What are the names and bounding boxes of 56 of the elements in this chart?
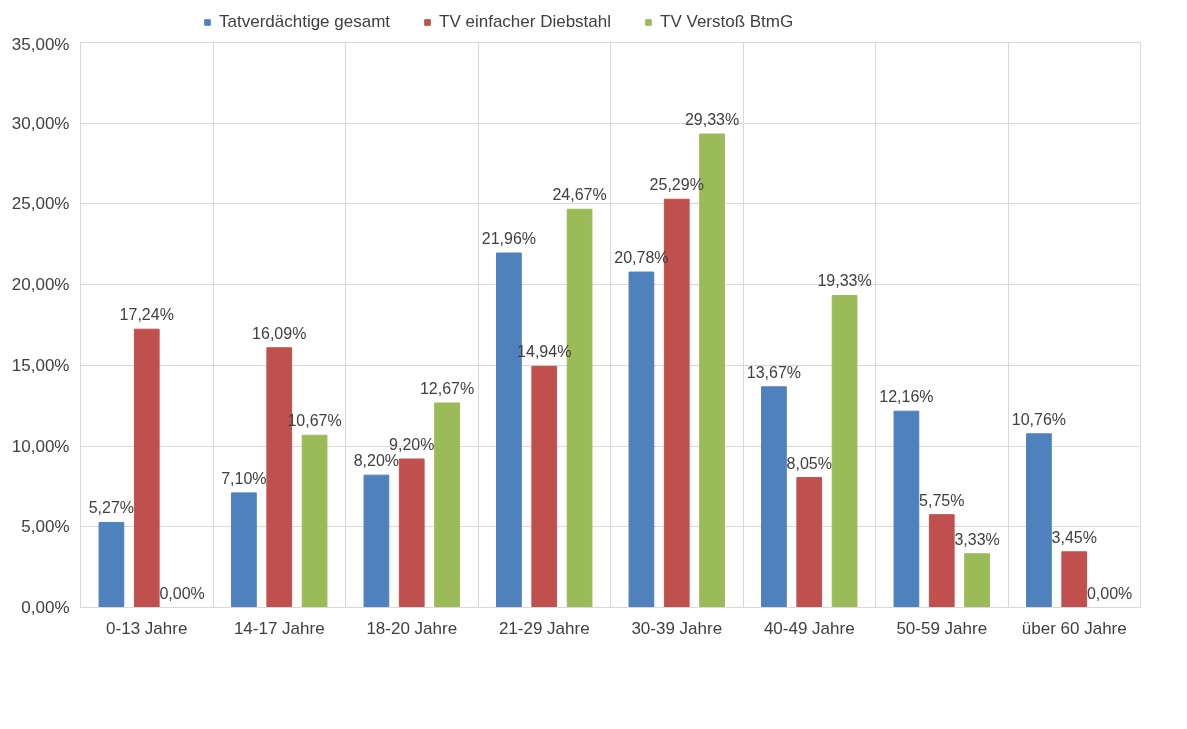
bar xyxy=(398,458,425,608)
bar xyxy=(231,492,257,608)
bar xyxy=(796,477,823,608)
data-label: 5,75% xyxy=(919,491,965,509)
data-label: 17,24% xyxy=(119,306,174,324)
y-tick-label: 20,00% xyxy=(11,275,70,295)
x-tick-label: über 60 Jahre xyxy=(1021,618,1127,638)
data-label: 21,96% xyxy=(481,230,537,247)
y-tick-label: 25,00% xyxy=(11,194,70,214)
y-tick-label: 35,00% xyxy=(11,34,70,54)
bar xyxy=(761,386,787,608)
data-label: 10,76% xyxy=(1011,410,1067,428)
data-label: 9,20% xyxy=(389,435,435,453)
data-label: 3,45% xyxy=(1051,528,1097,546)
bar xyxy=(363,474,390,608)
data-label: 24,67% xyxy=(552,186,607,204)
y-tick-label: 10,00% xyxy=(11,436,70,456)
bar xyxy=(928,514,955,608)
data-label: 7,10% xyxy=(221,469,267,487)
bar xyxy=(133,328,160,608)
bar xyxy=(831,294,858,608)
data-label: 12,16% xyxy=(879,388,934,406)
y-tick-label: 0,00% xyxy=(21,598,70,617)
data-label: 13,67% xyxy=(746,363,802,381)
bar xyxy=(531,365,558,608)
legend-label: TV Verstoß BtmG xyxy=(660,12,794,32)
y-tick-label: 5,00% xyxy=(21,517,70,537)
bar xyxy=(964,553,990,608)
data-label: 16,09% xyxy=(252,324,307,342)
y-tick-label: 15,00% xyxy=(11,355,70,375)
data-label: 5,27% xyxy=(88,499,135,517)
data-label: 29,33% xyxy=(684,111,740,129)
x-tick-label: 0-13 Jahre xyxy=(106,618,188,638)
bar xyxy=(893,410,920,608)
bar xyxy=(301,434,328,608)
bar xyxy=(98,521,125,608)
bar xyxy=(1061,551,1088,608)
bar xyxy=(628,271,655,608)
data-label: 8,20% xyxy=(353,452,400,470)
x-tick-label: 14-17 Jahre xyxy=(233,618,325,638)
x-tick-label: 40-49 Jahre xyxy=(763,618,855,638)
data-label: 0,00% xyxy=(1086,584,1133,602)
x-tick-label: 50-59 Jahre xyxy=(896,618,988,638)
x-tick-label: 18-20 Jahre xyxy=(366,618,458,638)
y-tick-label: 30,00% xyxy=(11,113,70,133)
data-label: 0,00% xyxy=(159,584,205,602)
x-tick-label: 30-39 Jahre xyxy=(631,618,723,638)
data-label: 3,33% xyxy=(954,530,1000,548)
legend-label: Tatverdächtige gesamt xyxy=(219,12,391,32)
x-tick-label: 21-29 Jahre xyxy=(498,618,590,638)
bar xyxy=(434,402,460,608)
bar xyxy=(1026,433,1052,608)
data-label: 8,05% xyxy=(786,454,832,472)
data-label: 12,67% xyxy=(419,379,475,397)
data-label: 19,33% xyxy=(817,272,872,290)
legend-label: TV einfacher Diebstahl xyxy=(439,12,612,32)
